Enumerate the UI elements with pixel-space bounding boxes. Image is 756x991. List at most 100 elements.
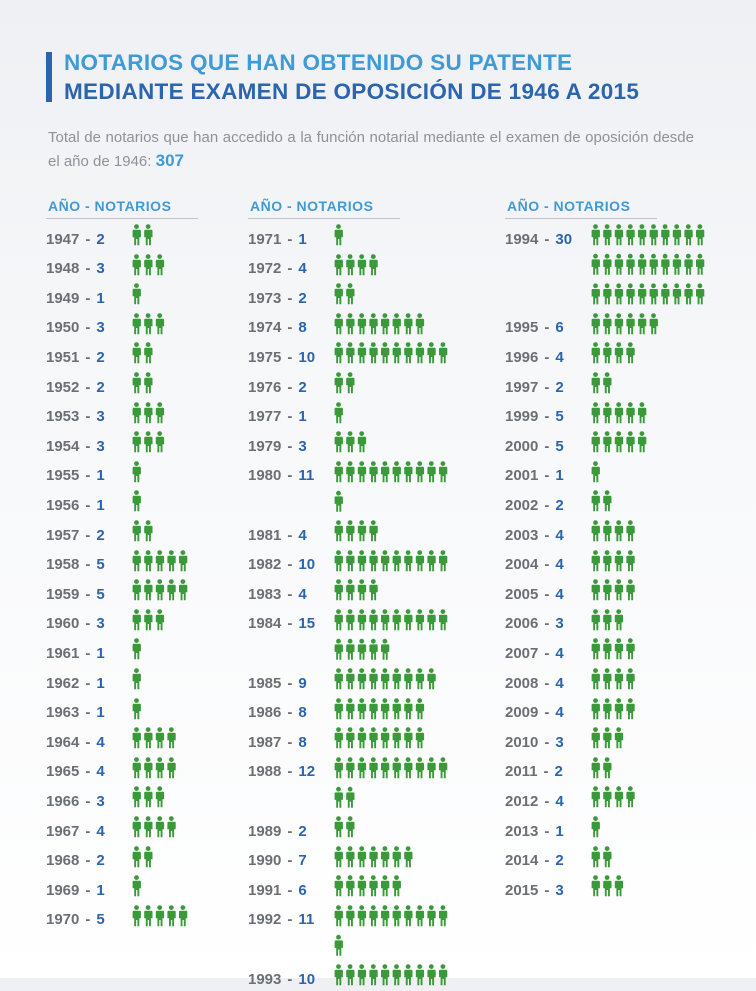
pictogram-svg [591, 875, 624, 897]
person-icon [144, 253, 153, 275]
person-icon [603, 253, 612, 275]
count-label: 9 [298, 674, 307, 692]
separator: - [287, 585, 293, 603]
year-label: 2012 [505, 792, 539, 810]
year-label: 1953 [46, 408, 80, 426]
pictogram [334, 875, 404, 897]
person-icon [346, 816, 355, 838]
person-icon [381, 727, 390, 749]
pictogram [591, 224, 707, 305]
table-row: 1950-3 [46, 312, 165, 340]
person-icon [346, 668, 355, 690]
pictogram-svg [591, 816, 600, 838]
person-icon [357, 608, 367, 630]
person-icon [357, 342, 367, 364]
person-icon [334, 668, 343, 690]
pictogram [591, 431, 649, 453]
person-icon [155, 727, 165, 749]
year-label: 1973 [248, 289, 282, 307]
person-icon [392, 756, 401, 778]
person-icon [334, 224, 343, 246]
person-icon [392, 549, 401, 571]
person-icon [591, 283, 600, 305]
person-icon [357, 845, 367, 867]
pictogram-svg [591, 845, 612, 867]
count-label: 3 [555, 881, 564, 899]
person-icon [415, 697, 425, 719]
column-3: AÑO - NOTARIOS 1994-30 1995-6 1996-4 1997-2… [505, 198, 705, 899]
person-icon [614, 549, 624, 571]
count-label: 1 [96, 496, 105, 514]
year-label: 1984 [248, 615, 282, 633]
person-icon [427, 549, 436, 571]
year-label: 2002 [505, 496, 539, 514]
pictogram [334, 668, 438, 690]
person-icon [696, 224, 705, 246]
count-label: 10 [298, 970, 316, 988]
separator: - [85, 230, 91, 248]
person-icon [626, 431, 635, 453]
person-icon [415, 727, 425, 749]
year-label: 1947 [46, 230, 80, 248]
person-icon [155, 904, 165, 926]
person-icon [132, 816, 141, 838]
person-icon [661, 283, 670, 305]
pictogram [334, 727, 427, 749]
pictogram [132, 490, 144, 512]
person-icon [381, 608, 390, 630]
pictogram-svg [132, 431, 165, 453]
table-row: 1956-1 [46, 490, 141, 517]
count-label: 1 [96, 289, 105, 307]
count-label: 1 [96, 881, 105, 899]
pictogram-svg [132, 638, 141, 660]
person-icon [334, 520, 343, 542]
person-icon [591, 342, 600, 364]
table-row: 1974-8 [248, 312, 425, 340]
person-icon [392, 460, 401, 482]
count-label: 3 [96, 408, 105, 426]
person-icon [357, 460, 367, 482]
separator: - [85, 822, 91, 840]
table-row: 1987-8 [248, 727, 425, 754]
person-icon [369, 964, 378, 986]
year-label: 2006 [505, 615, 539, 633]
person-icon [167, 904, 176, 926]
table-row: 2007-4 [505, 638, 635, 665]
table-row: 1982-10 [248, 549, 448, 577]
person-icon [155, 549, 165, 571]
separator: - [544, 230, 550, 248]
separator: - [544, 674, 550, 692]
person-icon [334, 372, 343, 394]
year-label: 1977 [248, 408, 282, 426]
count-label: 3 [96, 437, 105, 455]
person-icon [614, 668, 624, 690]
separator: - [544, 437, 550, 455]
separator: - [287, 526, 293, 544]
separator: - [85, 260, 91, 278]
separator: - [544, 733, 550, 751]
pictogram [334, 253, 380, 276]
table-row: 1971-1 [248, 224, 343, 251]
person-icon [144, 579, 153, 601]
pictogram [132, 668, 144, 690]
pictogram-svg [591, 312, 658, 334]
person-icon [346, 964, 355, 986]
pictogram [132, 579, 190, 601]
separator: - [287, 319, 293, 337]
person-icon [614, 697, 624, 719]
intro-text: Total de notarios que han accedido a la … [48, 126, 694, 173]
pictogram-svg [334, 964, 448, 986]
pictogram-svg [132, 342, 153, 364]
person-icon [392, 845, 401, 867]
year-label: 1967 [46, 822, 80, 840]
year-label: 1948 [46, 260, 80, 278]
person-icon [334, 253, 343, 275]
year-label: 1980 [248, 467, 282, 485]
person-icon [381, 845, 390, 867]
count-label: 4 [555, 674, 564, 692]
pictogram-svg [132, 224, 153, 246]
person-icon [649, 253, 658, 275]
count-label: 3 [298, 437, 307, 455]
pictogram-svg [334, 668, 436, 690]
year-label: 1994 [505, 230, 539, 248]
